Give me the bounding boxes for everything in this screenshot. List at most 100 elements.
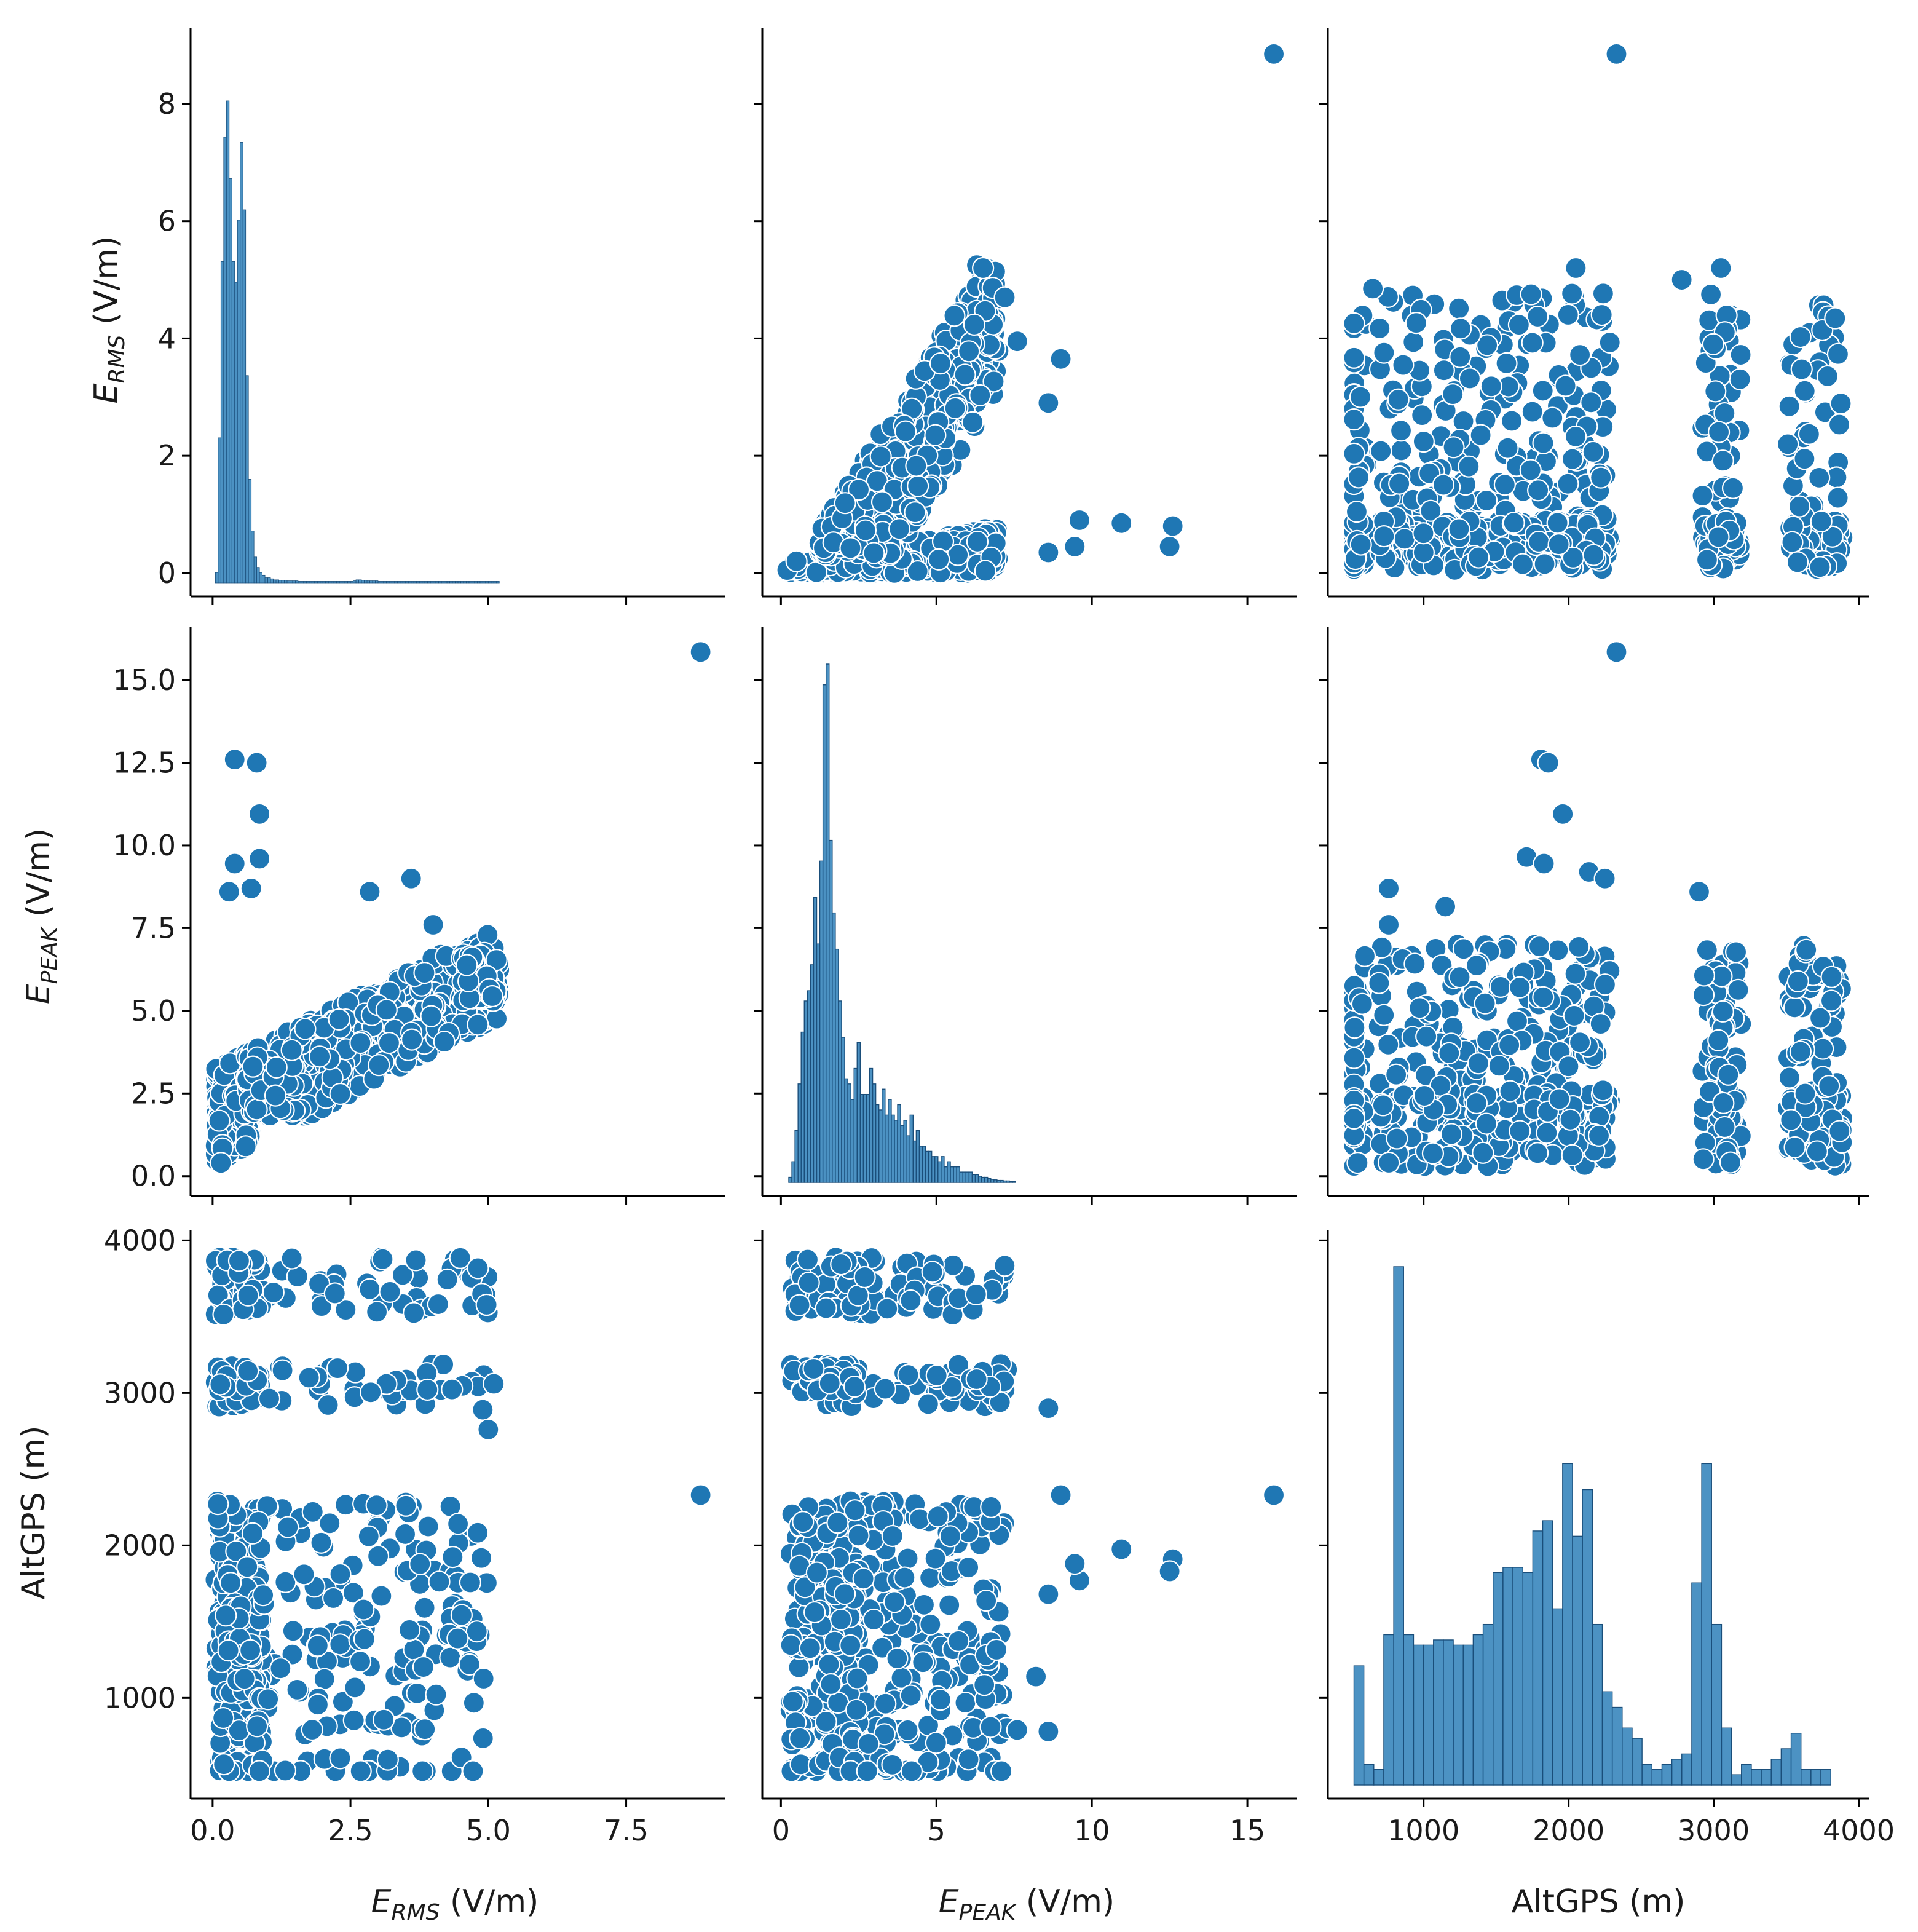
hist-bar-erms: [245, 375, 249, 584]
scatter-point: [1721, 477, 1745, 499]
scatter-point: [301, 1718, 323, 1741]
hist-bar-erms: [275, 579, 279, 584]
scatter-point: [248, 847, 271, 870]
scatter-point: [1458, 367, 1481, 390]
scatter-point: [966, 530, 989, 553]
scatter-point: [899, 1289, 922, 1312]
hist-bar-erms: [476, 581, 481, 584]
scatter-point: [1532, 432, 1555, 454]
scatter-point: [969, 384, 992, 407]
scatter-point: [944, 397, 966, 420]
scatter-point: [264, 1084, 287, 1107]
hist-bar-epeak: [981, 1176, 985, 1183]
scatter-point: [1370, 440, 1392, 462]
scatter-point: [785, 550, 808, 572]
hist-bar-erms: [303, 581, 307, 584]
hist-bar-epeak: [971, 1174, 976, 1183]
scatter-point: [1472, 1141, 1494, 1164]
hist-bar-epeak: [844, 1078, 848, 1183]
hist-bar-epeak: [810, 964, 815, 1183]
scatter-point: [1509, 976, 1531, 999]
hist-bar-erms: [325, 581, 329, 584]
hist-bar-erms: [441, 581, 444, 584]
hist-bar-erms: [320, 581, 323, 584]
hist-bar-alt: [1453, 1644, 1464, 1786]
scatter-point: [1353, 944, 1376, 967]
scatter-point: [306, 1693, 330, 1716]
scatter-point: [1037, 541, 1060, 564]
scatter-point: [1691, 485, 1714, 507]
scatter-point: [957, 1748, 980, 1771]
scatter-point: [223, 748, 246, 771]
scatter-point: [1068, 509, 1091, 532]
y-tick-label: 3000: [104, 1376, 176, 1409]
scatter-point: [239, 1639, 262, 1661]
scatter-point: [1780, 1109, 1802, 1131]
scatter-point: [947, 1629, 970, 1652]
scatter-point: [212, 1303, 235, 1326]
scatter-point: [376, 1748, 399, 1771]
scatter-point: [349, 1031, 372, 1055]
scatter-point: [1729, 343, 1752, 366]
hist-bar-epeak: [841, 1037, 845, 1183]
hist-bar-erms: [377, 581, 381, 584]
scatter-point: [919, 1566, 942, 1590]
scatter-point: [1569, 344, 1592, 366]
scatter-point: [1511, 553, 1534, 576]
scatter-point: [886, 1647, 909, 1670]
scatter-point: [1812, 1037, 1834, 1060]
scatter-point: [799, 1637, 821, 1660]
scatter-point: [1777, 433, 1799, 456]
hist-bar-epeak: [934, 1156, 939, 1183]
scatter-point: [1448, 518, 1470, 540]
scatter-point: [234, 1135, 257, 1158]
hist-bar-erms: [314, 581, 318, 584]
scatter-point: [1262, 1484, 1285, 1506]
scatter-point: [1789, 1040, 1812, 1063]
scatter-point: [1793, 379, 1816, 402]
x-tick-label: 5.0: [466, 1814, 511, 1847]
scatter-point: [1808, 466, 1831, 489]
scatter-point: [1820, 965, 1843, 988]
scatter-point: [1343, 442, 1365, 465]
scatter-point: [1432, 473, 1455, 496]
hist-bar-epeak: [959, 1171, 963, 1183]
scatter-point: [965, 1283, 987, 1306]
scatter-point: [1421, 1142, 1445, 1165]
scatter-point: [907, 475, 929, 497]
scatter-point: [358, 1278, 381, 1301]
scatter-point: [797, 1271, 820, 1294]
scatter-point: [219, 1572, 242, 1594]
scatter-point: [1778, 1066, 1801, 1089]
scatter-point: [1710, 256, 1732, 280]
hist-bar-alt: [1493, 1572, 1504, 1786]
scatter-point: [472, 1667, 495, 1690]
scatter-point: [1377, 913, 1400, 936]
hist-bar-epeak: [944, 1166, 948, 1183]
hist-bar-epeak: [847, 1083, 851, 1183]
scatter-point: [417, 1515, 440, 1538]
scatter-point: [792, 1511, 815, 1534]
scatter-point: [1349, 533, 1372, 556]
scatter-point: [349, 1650, 372, 1673]
scatter-point: [245, 1098, 268, 1121]
scatter-point: [1828, 413, 1851, 436]
scatter-point: [246, 1715, 269, 1738]
scatter-point: [943, 304, 966, 327]
scatter-point: [400, 1028, 424, 1051]
scatter-point: [258, 1387, 281, 1410]
scatter-point: [1713, 1115, 1736, 1139]
scatter-point: [1816, 365, 1839, 388]
scatter-point: [929, 1689, 952, 1711]
scatter-point: [1412, 541, 1435, 564]
hist-bar-erms: [270, 578, 274, 584]
scatter-point: [689, 641, 712, 663]
scatter-point: [928, 548, 950, 571]
scatter-point: [1695, 548, 1719, 571]
scatter-point: [208, 1109, 231, 1132]
scatter-point: [209, 1373, 232, 1396]
scatter-point: [1707, 526, 1730, 548]
scatter-point: [240, 877, 262, 900]
scatter-point: [796, 1248, 819, 1271]
y-tick-label: 4000: [104, 1224, 176, 1257]
